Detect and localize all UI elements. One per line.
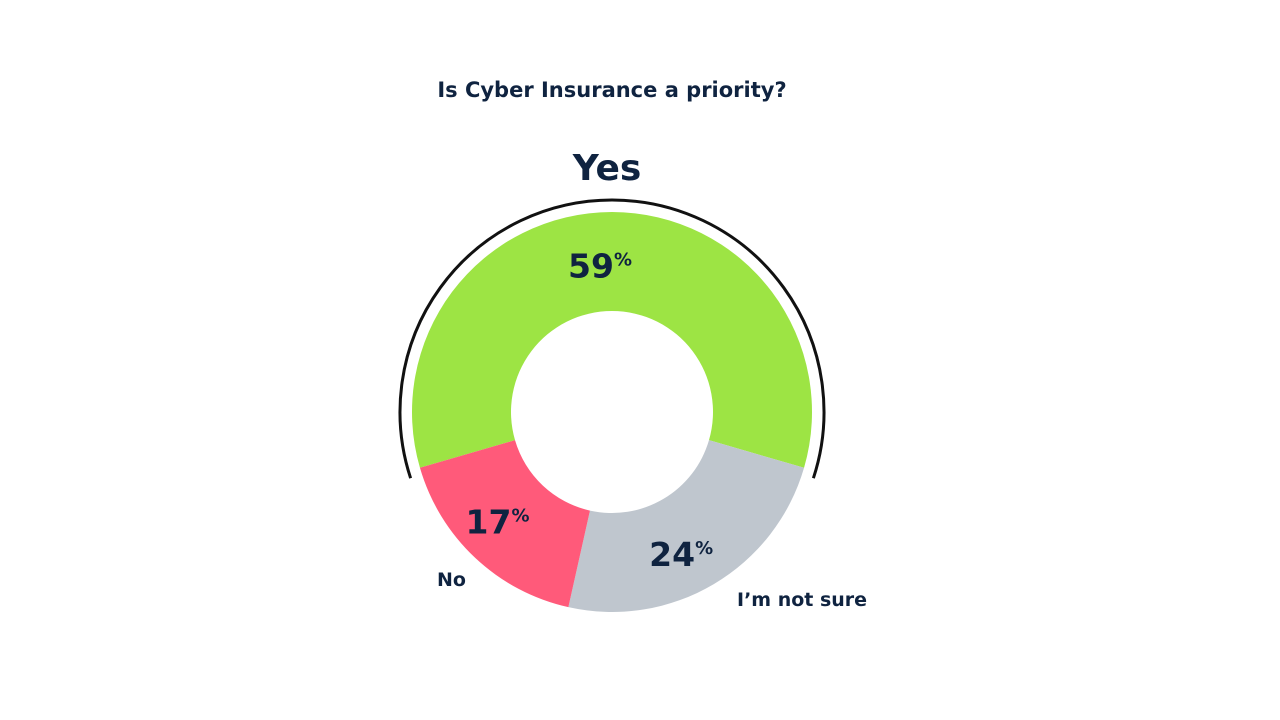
category-label-not-sure: I’m not sure xyxy=(737,589,867,611)
value-label-no: 17% xyxy=(466,502,530,541)
value-label-not-sure: 24% xyxy=(649,535,713,574)
value-label-yes: 59% xyxy=(568,247,632,286)
yes-bracket-arc xyxy=(398,198,826,479)
category-label-no: No xyxy=(437,569,466,591)
chart-title: Is Cyber Insurance a priority? xyxy=(437,78,786,102)
slice-no xyxy=(419,440,590,608)
slice-yes xyxy=(412,212,812,468)
highlight-label-yes: Yes xyxy=(572,148,642,189)
slice-not-sure xyxy=(568,440,805,612)
